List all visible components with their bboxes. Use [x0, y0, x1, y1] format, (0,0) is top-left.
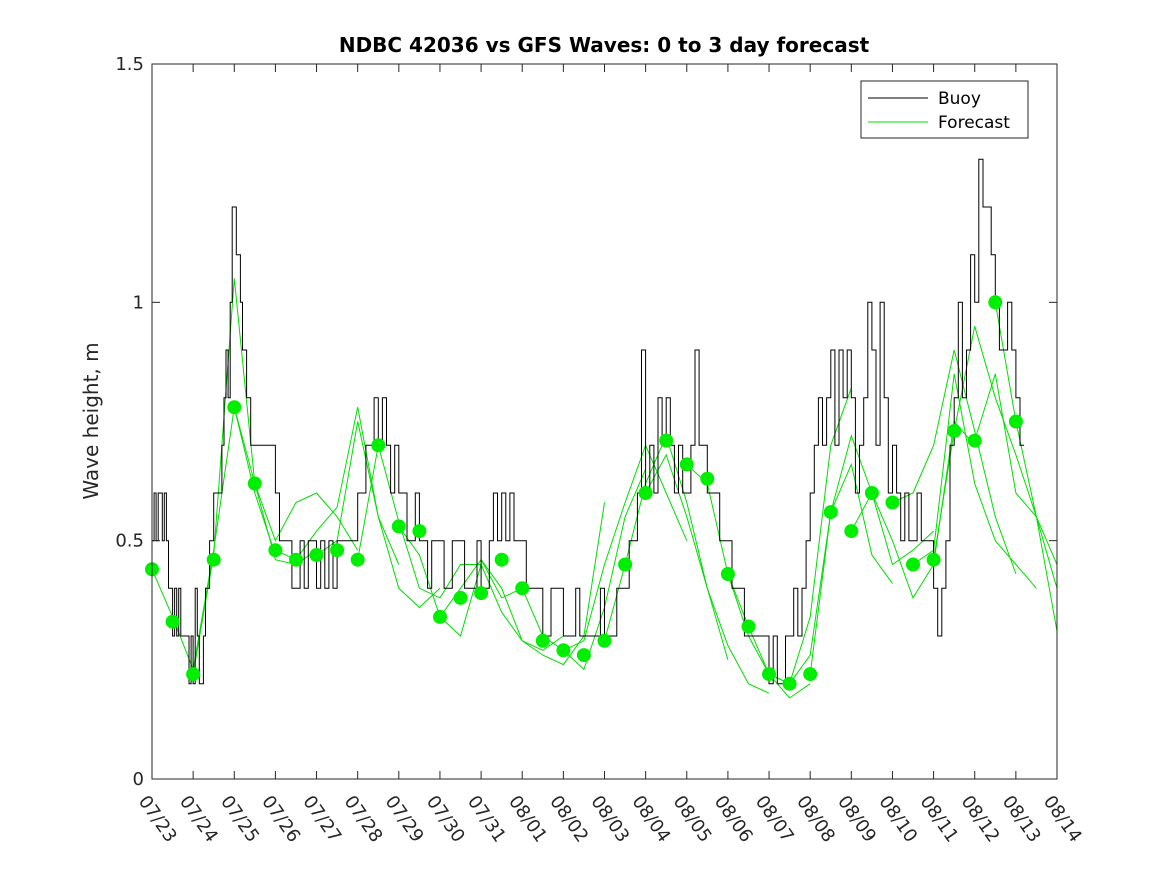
- y-axis-label: Wave height, m: [79, 342, 103, 499]
- forecast-line-22: [994, 302, 1057, 632]
- buoy-series-group: [152, 158, 1025, 685]
- y-axis: 0 0.5 1 1.5: [115, 54, 1057, 790]
- analysis-point: [350, 552, 365, 567]
- forecast-line-10: [563, 443, 688, 651]
- analysis-point: [433, 609, 447, 624]
- analysis-point: [556, 643, 571, 658]
- forecast-line-21: [974, 373, 1057, 589]
- legend-buoy-label: Buoy: [938, 89, 981, 109]
- y-tick-label: 1.5: [115, 54, 144, 75]
- analysis-point: [659, 433, 674, 448]
- analysis-markers-group: [145, 295, 1023, 691]
- analysis-point: [535, 633, 550, 648]
- analysis-point: [330, 543, 345, 558]
- analysis-point: [844, 524, 859, 539]
- analysis-point: [803, 667, 818, 682]
- analysis-point: [576, 648, 591, 663]
- analysis-point: [206, 552, 221, 567]
- analysis-point: [864, 486, 879, 500]
- analysis-point: [453, 590, 468, 605]
- analysis-point: [679, 457, 694, 472]
- analysis-point: [289, 552, 303, 567]
- analysis-point: [762, 667, 776, 682]
- analysis-point: [186, 667, 201, 682]
- analysis-point: [906, 557, 920, 572]
- analysis-point: [782, 676, 797, 691]
- forecast-line-18: [892, 349, 1017, 575]
- analysis-point: [515, 581, 530, 596]
- y-tick-label: 1: [133, 292, 144, 313]
- analysis-point: [926, 552, 941, 567]
- analysis-point: [309, 548, 324, 562]
- buoy-line: [152, 158, 1025, 685]
- legend-box: [860, 80, 1029, 139]
- analysis-point: [720, 567, 735, 581]
- analysis-point: [494, 552, 509, 567]
- analysis-point: [371, 438, 386, 453]
- analysis-point: [268, 543, 283, 558]
- legend-forecast-label: Forecast: [938, 113, 1010, 133]
- analysis-point: [988, 295, 1003, 310]
- analysis-point: [700, 471, 715, 486]
- y-tick-label: 0.5: [115, 531, 144, 552]
- analysis-point: [885, 495, 900, 510]
- forecast-line-7: [439, 563, 564, 651]
- analysis-point: [1008, 414, 1023, 429]
- y-tick-label: 0: [133, 769, 144, 790]
- analysis-point: [247, 476, 262, 491]
- analysis-point: [597, 633, 612, 648]
- analysis-point: [618, 557, 633, 572]
- analysis-point: [741, 619, 756, 634]
- chart-title: NDBC 42036 vs GFS Waves: 0 to 3 day fore…: [339, 33, 870, 57]
- forecast-line-6: [398, 526, 523, 618]
- analysis-point: [823, 505, 838, 520]
- analysis-point: [474, 586, 489, 601]
- analysis-point: [391, 519, 406, 534]
- analysis-point: [967, 433, 982, 448]
- analysis-point: [412, 524, 427, 539]
- forecast-line-12: [645, 453, 770, 694]
- legend: Buoy Forecast: [860, 80, 1029, 139]
- analysis-point: [227, 400, 242, 415]
- analysis-point: [638, 486, 653, 500]
- analysis-point: [947, 424, 962, 438]
- analysis-point: [165, 614, 180, 629]
